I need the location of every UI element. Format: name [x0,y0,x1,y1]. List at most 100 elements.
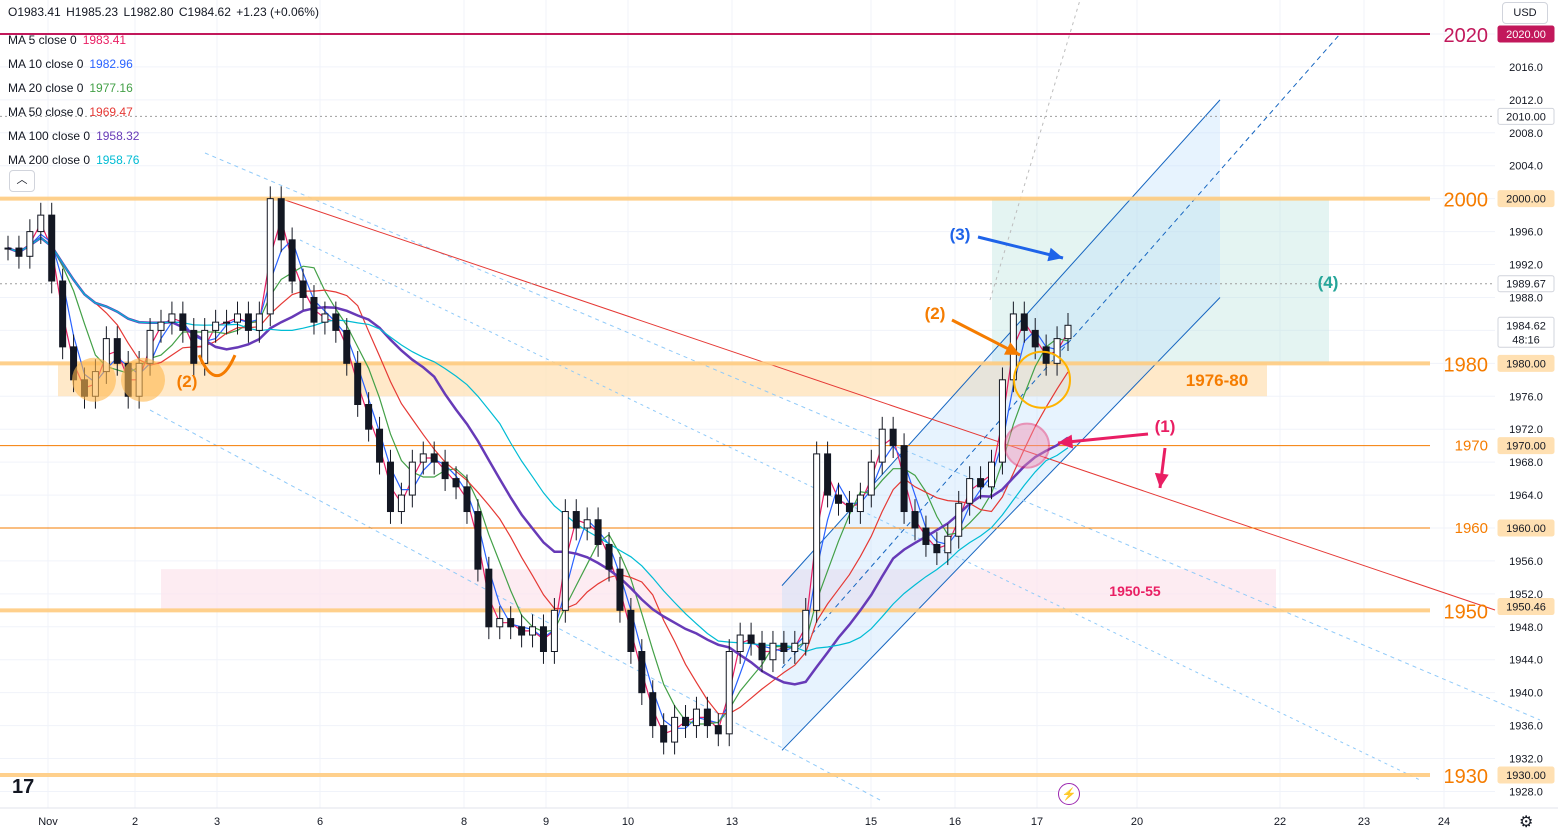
price-tag [1497,316,1555,348]
annotation-label: (2) [925,304,946,323]
price-tick-label: 2008.0 [1509,128,1543,140]
candle-body [714,725,722,735]
annotation-label: (1) [1155,417,1176,436]
price-tick-label: 2012.0 [1509,95,1543,107]
candle-body [682,716,690,727]
ma-legend-value: 1983.41 [82,33,127,47]
level-label: 2000 [1444,190,1489,212]
candle-body [605,543,613,570]
time-tick-label: 24 [1438,816,1450,828]
candle-body [594,519,602,545]
highlight-circle [1013,350,1071,409]
candle-body [157,321,165,331]
tradingview-logo: 17 [12,776,35,798]
ma-line-4 [7,237,1069,715]
level-label: 1950 [1444,601,1489,623]
annotation-label: (2) [177,372,198,391]
ma-legend-row[interactable]: MA 20 close 0 1977.16 [8,76,139,100]
time-tick-label: 20 [1131,816,1143,828]
price-tag-label: 2020.00 [1506,29,1546,41]
candle-body [343,329,351,364]
chevron-up-icon[interactable]: ︿ [9,170,35,192]
candle-body [900,445,908,513]
candle-body [845,502,853,513]
time-tick-label: 23 [1358,816,1370,828]
candle-body [780,642,788,652]
ma-legend-row[interactable]: MA 50 close 0 1969.47 [8,100,139,124]
candle-body [725,651,733,735]
candle-body [441,461,449,480]
change-value: +1.23 (+0.06%) [236,5,319,19]
candle-body [813,453,821,611]
channel-upper-line [781,99,1221,586]
candle-body [998,379,1006,463]
candle-body [37,214,45,233]
candle-body [856,494,864,513]
candle-body [386,461,394,513]
candle-body [835,494,843,504]
gear-icon[interactable]: ⚙ [1519,814,1534,831]
candle-body [223,321,231,324]
annotation-arrow-head [1058,434,1074,449]
candle-body [4,247,12,250]
highlight-arc [197,354,237,377]
channel-lower-line [781,297,1221,751]
level-label: 1930 [1444,766,1489,788]
candle-body [310,296,318,323]
price-tag-label: 1980.00 [1506,358,1546,370]
candle-body [758,642,766,661]
currency-selector[interactable]: USD [1502,2,1548,24]
ma-legend-row[interactable]: MA 5 close 0 1983.41 [8,28,139,52]
candle-body [671,716,679,743]
candle-body [277,198,285,241]
price-tick-label: 1976.0 [1509,391,1543,403]
price-tag-label: 1984.62 [1506,320,1546,332]
annotation-arrow-head [1004,342,1020,355]
desc-channel-line [149,409,881,801]
candle-body [332,313,340,331]
ma-legend-value: 1977.16 [89,81,133,95]
candle-body [955,502,963,537]
time-tick-label: 9 [543,816,549,828]
highlight-circle [72,357,116,402]
price-tick-label: 1972.0 [1509,424,1543,436]
candle-body [190,329,198,364]
level-label: 1960 [1455,520,1488,537]
candle-body [419,453,427,463]
candle-body [168,313,176,323]
candle-body [550,609,558,652]
time-tick-label: 8 [461,816,467,828]
level-label: 1980 [1444,354,1489,376]
candle-body [627,609,635,652]
candle-body [408,461,416,496]
price-tag [1497,275,1555,293]
candle-body [561,511,569,611]
price-tick-label: 1940.0 [1509,688,1543,700]
candle-body [496,618,504,628]
candle-body [518,626,526,636]
time-tick-label: 3 [214,816,220,828]
time-tick-label: 13 [726,816,738,828]
ma-legend-row[interactable]: MA 200 close 0 1958.76 [8,148,139,172]
desc-channel-line [299,239,1421,781]
price-tick-label: 1988.0 [1509,292,1543,304]
flash-icon[interactable]: ⚡ [1058,783,1080,805]
price-tick-label: 1944.0 [1509,655,1543,667]
ma-legend-row[interactable]: MA 100 close 0 1958.32 [8,124,139,148]
candle-body [878,428,886,463]
price-tag-label: 1989.67 [1506,279,1546,291]
ma-legend-row[interactable]: MA 10 close 0 1982.96 [8,52,139,76]
time-tick-label: Nov [38,816,58,828]
zone-label: 1976-80 [1186,371,1248,390]
candle-body [539,626,547,652]
price-tag [1497,107,1555,125]
candle-body [212,321,220,331]
close-value: C1984.62 [178,5,231,19]
price-tick-label: 1996.0 [1509,227,1543,239]
candle-body [791,642,799,652]
candle-body [397,494,405,513]
price-tag-label: 1960.00 [1506,523,1546,535]
candle-body [736,634,744,652]
time-tick-label: 6 [317,816,323,828]
